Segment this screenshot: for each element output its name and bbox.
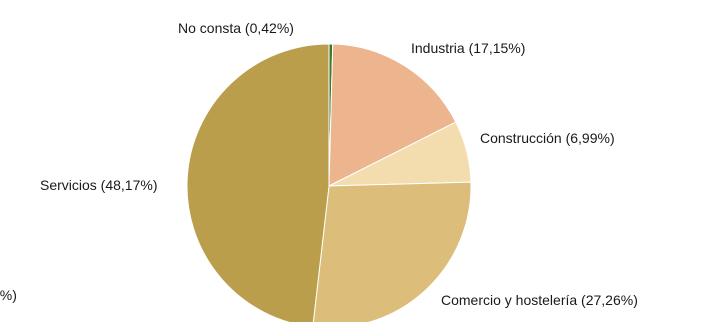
pie-slice-4 <box>186 43 330 322</box>
slice-label-construccion: Construcción (6,99%) <box>480 130 615 146</box>
pie-slice-3 <box>312 181 472 322</box>
slice-label-comercio-hosteleria: Comercio y hostelería (27,26%) <box>441 292 638 308</box>
cropped-label-fragment: 5%) <box>0 287 17 303</box>
slice-label-servicios: Servicios (48,17%) <box>40 177 158 193</box>
pie-slice-1 <box>328 43 457 187</box>
slice-label-industria: Industria (17,15%) <box>411 40 526 56</box>
slice-label-no-consta: No consta (0,42%) <box>178 20 294 36</box>
